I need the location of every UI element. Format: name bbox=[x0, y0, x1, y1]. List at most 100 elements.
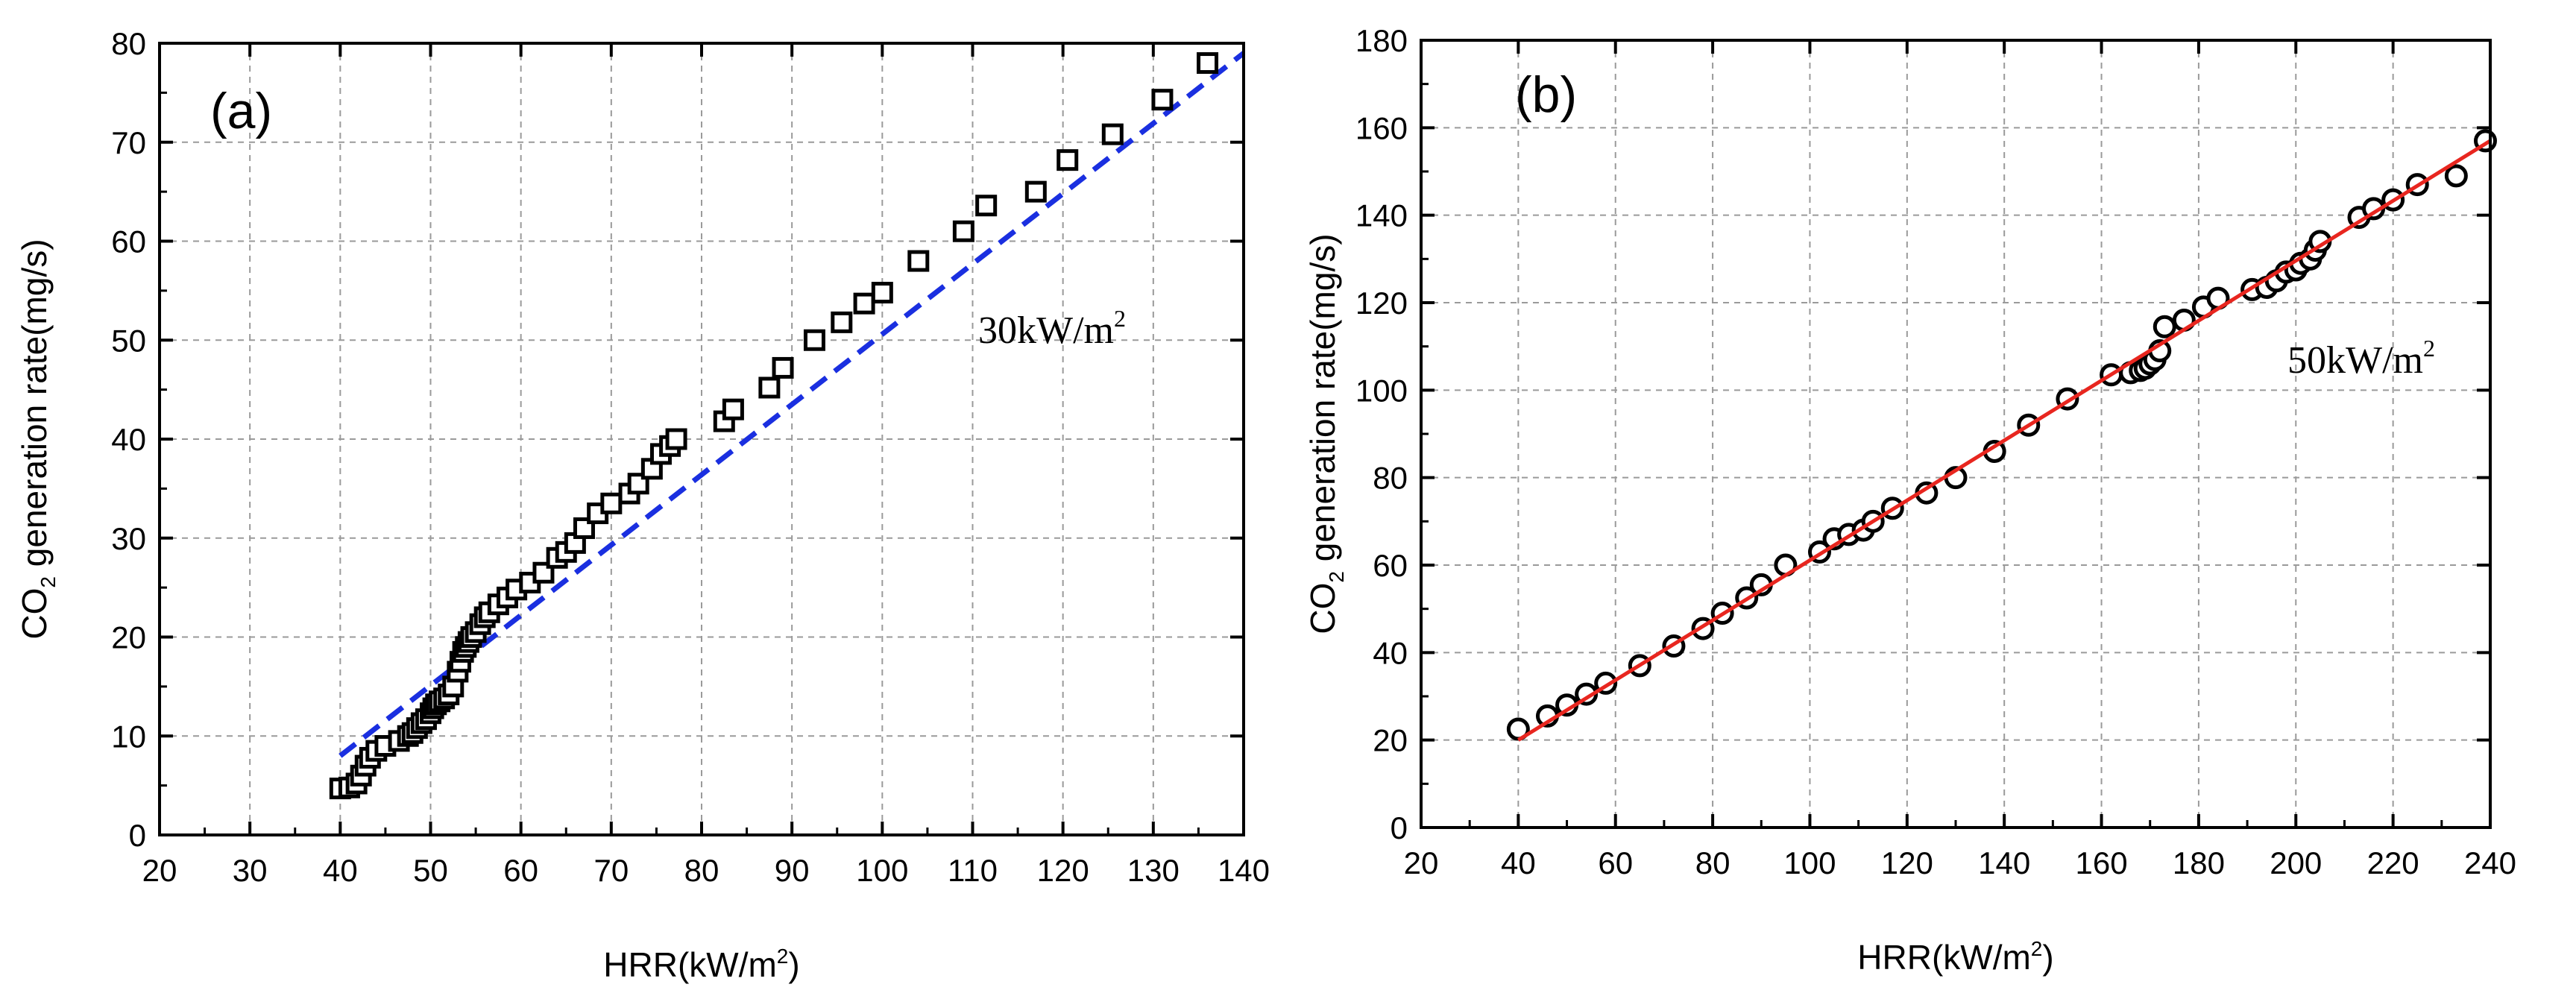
panel-a-y-ticks: 0 10 20 30 40 50 60 70 80 bbox=[111, 26, 1244, 853]
panel-b-xlabel-text: HRR(kW/m bbox=[1857, 938, 2031, 977]
y-tick-label: 60 bbox=[111, 224, 146, 259]
panel-a-label: (a) bbox=[210, 83, 272, 139]
x-tick-label: 220 bbox=[2367, 845, 2419, 880]
data-point-square bbox=[871, 282, 893, 304]
panel-b-annotation-text: 50kW/m bbox=[2287, 339, 2423, 382]
panel-b-y-axis-label: CO2 generation rate(mg/s) bbox=[1303, 233, 1348, 634]
x-tick-label: 110 bbox=[948, 853, 998, 888]
panel-b-label: (b) bbox=[1515, 66, 1577, 123]
panel-b-ylabel-prefix: CO bbox=[1303, 583, 1342, 634]
data-point-square bbox=[1101, 123, 1124, 145]
panel-b-grid bbox=[1421, 40, 2490, 828]
panel-a-x-ticks: 20 30 40 50 60 70 80 90 100 110 120 130 140 bbox=[142, 43, 1270, 888]
y-tick-label: 40 bbox=[1373, 635, 1408, 670]
y-tick-label: 0 bbox=[1391, 810, 1408, 845]
data-point-square bbox=[758, 376, 781, 399]
x-tick-label: 60 bbox=[503, 853, 538, 888]
y-tick-label: 60 bbox=[1373, 548, 1408, 583]
panel-b-x-axis-label: HRR(kW/m2) bbox=[1857, 937, 2053, 977]
data-point-square bbox=[1197, 52, 1219, 75]
panel-a-xlabel-text: HRR(kW/m bbox=[603, 945, 777, 984]
panel-b-xlabel-sup: 2 bbox=[2031, 937, 2043, 960]
data-point-square bbox=[1024, 180, 1047, 203]
x-tick-label: 200 bbox=[2270, 845, 2322, 880]
data-point-square bbox=[831, 311, 853, 333]
x-tick-label: 60 bbox=[1598, 845, 1633, 880]
panel-a-fit-line bbox=[338, 51, 1246, 758]
panel-a-points bbox=[329, 52, 1219, 800]
y-tick-label: 50 bbox=[111, 323, 146, 358]
x-tick-label: 100 bbox=[856, 853, 908, 888]
panel-a-chart: 20 30 40 50 60 70 80 90 100 110 120 130 140 0 10 20 30 4… bbox=[15, 26, 1270, 984]
panel-b-y-ticks: 0 20 40 60 80 100 120 140 160 180 bbox=[1355, 23, 2490, 845]
y-tick-label: 40 bbox=[111, 422, 146, 457]
x-tick-label: 160 bbox=[2076, 845, 2128, 880]
panel-a-xlabel-sup: 2 bbox=[777, 945, 789, 968]
data-point-square bbox=[600, 492, 623, 514]
panel-a-annotation-sup: 2 bbox=[1114, 305, 1126, 332]
data-point-circle bbox=[2153, 315, 2176, 338]
x-tick-label: 240 bbox=[2464, 845, 2516, 880]
data-point-square bbox=[853, 292, 875, 315]
x-tick-label: 120 bbox=[1881, 845, 1933, 880]
x-tick-label: 130 bbox=[1127, 853, 1180, 888]
panel-b-ylabel-text: generation rate(mg/s) bbox=[1303, 233, 1342, 571]
x-tick-label: 100 bbox=[1783, 845, 1836, 880]
x-tick-label: 90 bbox=[775, 853, 810, 888]
panel-a-annotation: 30kW/m2 bbox=[978, 305, 1126, 352]
y-tick-label: 140 bbox=[1355, 198, 1408, 233]
y-tick-label: 160 bbox=[1355, 110, 1408, 145]
x-tick-label: 140 bbox=[1218, 853, 1270, 888]
x-tick-label: 40 bbox=[323, 853, 358, 888]
panel-a-ylabel-sub: 2 bbox=[37, 576, 60, 588]
panel-a-ylabel-prefix: CO bbox=[15, 588, 54, 640]
panel-b-annotation-sup: 2 bbox=[2423, 335, 2435, 362]
data-point-square bbox=[952, 220, 974, 242]
panel-b-annotation: 50kW/m2 bbox=[2287, 335, 2435, 382]
y-tick-label: 10 bbox=[111, 719, 146, 754]
panel-a-grid bbox=[160, 43, 1244, 835]
panel-b-fit-line-group bbox=[1517, 139, 2492, 742]
y-tick-label: 80 bbox=[111, 26, 146, 61]
data-point-circle bbox=[2444, 164, 2468, 188]
y-tick-label: 180 bbox=[1355, 23, 1408, 58]
panel-b-ylabel-sub: 2 bbox=[1325, 571, 1348, 583]
panel-b-xlabel-suffix: ) bbox=[2042, 938, 2053, 977]
data-point-square bbox=[907, 250, 930, 272]
x-tick-label: 40 bbox=[1501, 845, 1536, 880]
panel-b-plot-frame bbox=[1420, 39, 2492, 829]
x-tick-label: 70 bbox=[593, 853, 629, 888]
y-tick-label: 0 bbox=[129, 818, 146, 853]
y-tick-label: 20 bbox=[1373, 723, 1408, 758]
x-tick-label: 50 bbox=[413, 853, 448, 888]
data-point-square bbox=[772, 356, 794, 379]
x-tick-label: 80 bbox=[684, 853, 719, 888]
x-tick-label: 80 bbox=[1695, 845, 1731, 880]
panel-b-chart: 20 40 60 80 100 120 140 160 180 200 220 240 0204060… bbox=[1303, 23, 2516, 977]
panel-a-x-axis-label: HRR(kW/m2) bbox=[603, 945, 799, 984]
panel-a-y-axis-label: CO2 generation rate(mg/s) bbox=[15, 239, 60, 639]
y-tick-label: 80 bbox=[1373, 461, 1408, 496]
y-tick-label: 20 bbox=[111, 620, 146, 655]
y-tick-label: 120 bbox=[1355, 286, 1408, 321]
panel-a-annotation-text: 30kW/m bbox=[978, 309, 1114, 352]
panel-b-fit-line bbox=[1517, 139, 2492, 742]
data-point-square bbox=[722, 398, 744, 420]
x-tick-label: 20 bbox=[142, 853, 177, 888]
panel-a-ylabel-text: generation rate(mg/s) bbox=[15, 239, 54, 576]
data-point-square bbox=[1151, 89, 1174, 111]
data-point-square bbox=[627, 473, 649, 495]
y-tick-label: 70 bbox=[111, 125, 146, 160]
data-point-square bbox=[665, 428, 687, 450]
x-tick-label: 30 bbox=[233, 853, 268, 888]
y-tick-label: 100 bbox=[1355, 373, 1408, 408]
data-point-square bbox=[1056, 149, 1079, 171]
data-point-square bbox=[975, 195, 998, 217]
panel-a-fit-line-group bbox=[338, 51, 1246, 758]
x-tick-label: 120 bbox=[1037, 853, 1089, 888]
x-tick-label: 140 bbox=[1978, 845, 2030, 880]
panel-a-xlabel-suffix: ) bbox=[788, 945, 799, 984]
y-tick-label: 30 bbox=[111, 521, 146, 556]
data-point-square bbox=[532, 561, 555, 584]
